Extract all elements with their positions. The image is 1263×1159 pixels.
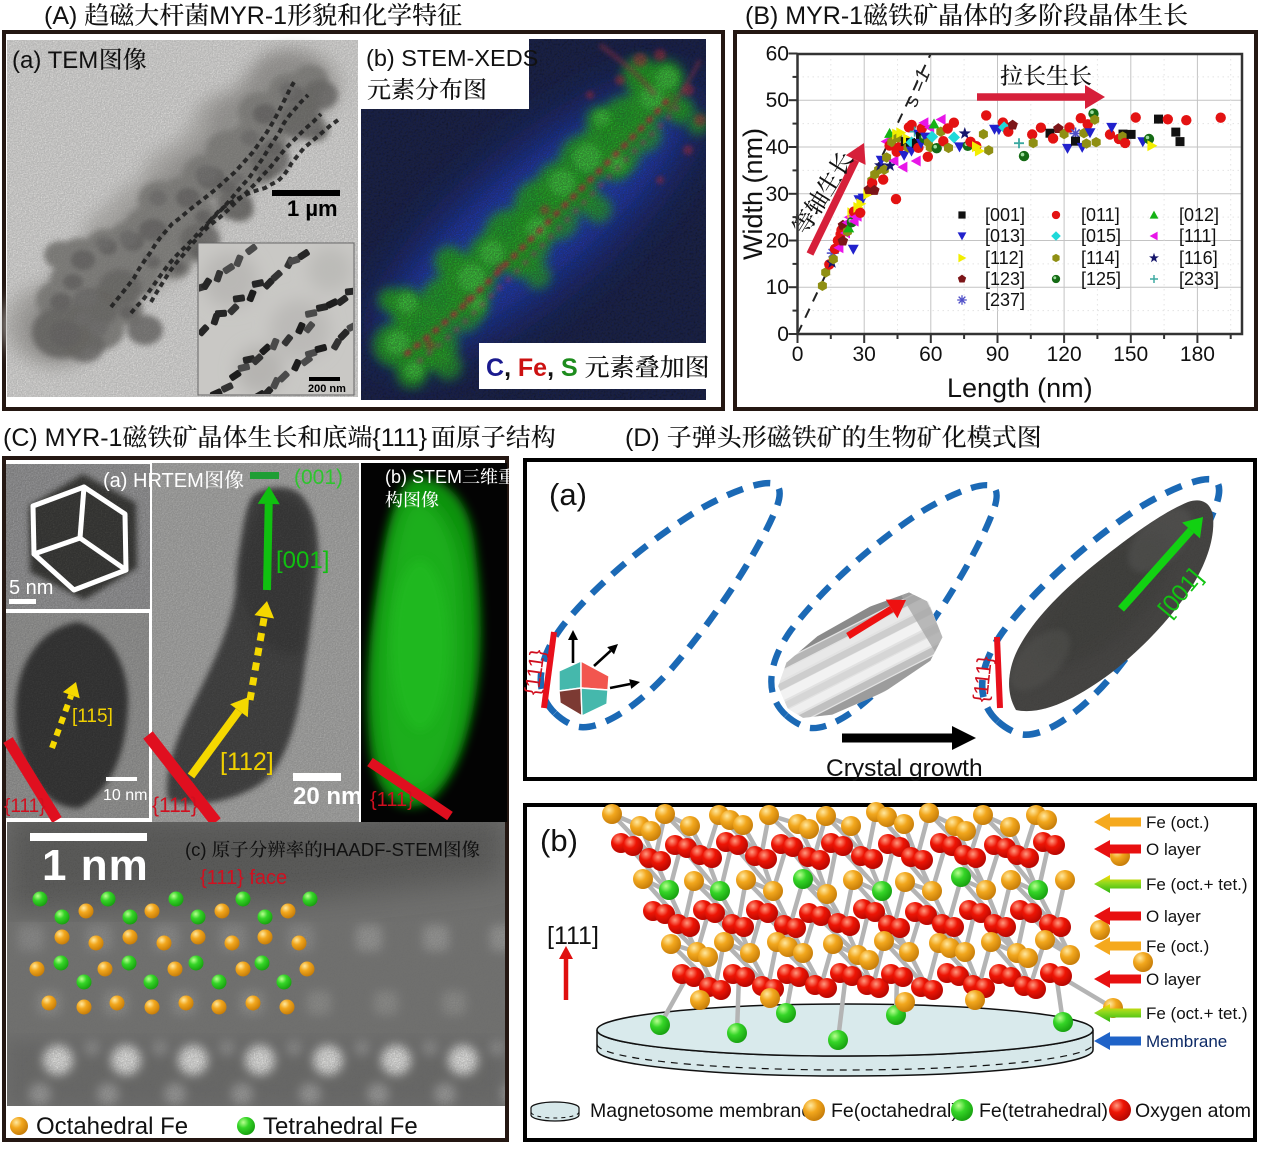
svg-text:(A): (A) [44,2,77,30]
svg-text:[111]: [111] [1179,226,1216,246]
svg-text:(b) STEM-XEDS: (b) STEM-XEDS [366,45,538,71]
svg-text:MYR-1: MYR-1 [209,2,287,30]
svg-text:O layer: O layer [1146,840,1201,859]
svg-text:Octahedral Fe: Octahedral Fe [36,1113,188,1140]
svg-text:,: , [547,354,554,382]
svg-text:Crystal growth: Crystal growth [826,755,983,782]
svg-text:[114]: [114] [1081,248,1120,268]
svg-text:[233]: [233] [1179,269,1219,289]
svg-text:S: S [561,354,578,382]
svg-text:10: 10 [766,276,789,299]
svg-text:C: C [486,354,504,382]
svg-text:(b) STEM: (b) STEM [385,467,462,487]
svg-text:(c): (c) [185,839,207,860]
svg-text:50: 50 [766,89,789,112]
svg-text:[115]: [115] [72,706,113,727]
svg-text:[001]: [001] [276,547,329,574]
svg-text:{111}: {111} [372,424,427,452]
svg-text:(a) TEM: (a) TEM [12,47,98,74]
svg-text:0: 0 [777,323,789,346]
svg-text:Oxygen atom: Oxygen atom [1135,1100,1251,1122]
svg-text:Fe(tetrahedral): Fe(tetrahedral) [979,1100,1108,1122]
svg-text:1 µm: 1 µm [287,196,338,221]
svg-text:(001): (001) [294,466,343,489]
svg-text:[012]: [012] [1179,205,1219,225]
svg-text:Fe (oct.+ tet.): Fe (oct.+ tet.) [1146,1004,1248,1023]
svg-text:{111} face: {111} face [200,867,287,889]
svg-text:Fe (oct.): Fe (oct.) [1146,813,1209,832]
svg-text:{111}: {111} [370,789,414,811]
svg-text:[015]: [015] [1081,226,1121,246]
svg-text:Length (nm): Length (nm) [947,373,1093,403]
svg-text:[125]: [125] [1081,269,1121,289]
svg-text:40: 40 [766,136,789,159]
svg-text:Fe (oct.+ tet.): Fe (oct.+ tet.) [1146,875,1248,894]
svg-text:{111}: {111} [4,796,46,817]
svg-text:30: 30 [766,183,789,206]
svg-text:,: , [504,354,511,382]
svg-text:Fe(octahedral): Fe(octahedral) [831,1100,958,1122]
svg-text:[237]: [237] [985,290,1025,310]
svg-text:[011]: [011] [1081,205,1120,225]
svg-text:60: 60 [766,43,789,66]
svg-text:[001]: [001] [985,205,1025,225]
svg-text:150: 150 [1113,343,1148,366]
svg-text:(b): (b) [540,823,578,858]
svg-text:20 nm: 20 nm [293,783,362,810]
svg-text:0: 0 [792,343,804,366]
svg-text:200 nm: 200 nm [308,383,346,395]
svg-text:10 nm: 10 nm [103,787,147,804]
svg-text:Width (nm): Width (nm) [738,128,768,260]
svg-text:HAADF-STEM: HAADF-STEM [323,839,443,860]
svg-text:Fe: Fe [518,354,547,382]
svg-text:Fe (oct.): Fe (oct.) [1146,937,1209,956]
svg-text:1 nm: 1 nm [42,841,149,890]
svg-text:5 nm: 5 nm [9,577,53,599]
svg-text:[112]: [112] [985,248,1024,268]
svg-text:(a): (a) [549,477,587,512]
svg-text:(C) MYR-1: (C) MYR-1 [3,424,122,452]
svg-text:60: 60 [919,343,942,366]
svg-text:{111}: {111} [152,794,198,817]
svg-text:(D): (D) [625,424,660,452]
svg-text:[111]: [111] [547,922,599,950]
svg-text:{111}: {111} [969,655,997,703]
svg-text:(a) HRTEM: (a) HRTEM [103,470,204,492]
svg-text:120: 120 [1047,343,1082,366]
svg-text:Tetrahedral Fe: Tetrahedral Fe [263,1113,418,1140]
svg-text:O layer: O layer [1146,970,1201,989]
svg-text:[123]: [123] [985,269,1025,289]
svg-text:(B) MYR-1: (B) MYR-1 [745,2,863,30]
svg-text:30: 30 [853,343,876,366]
svg-text:20: 20 [766,230,789,253]
svg-text:Membrane: Membrane [1146,1032,1227,1051]
svg-text:O layer: O layer [1146,907,1201,926]
svg-text:[116]: [116] [1179,248,1218,268]
svg-text:90: 90 [986,343,1009,366]
svg-text:[013]: [013] [985,226,1025,246]
svg-text:180: 180 [1180,343,1215,366]
svg-text:Magnetosome membrane: Magnetosome membrane [590,1100,812,1122]
svg-text:[112]: [112] [220,748,274,776]
